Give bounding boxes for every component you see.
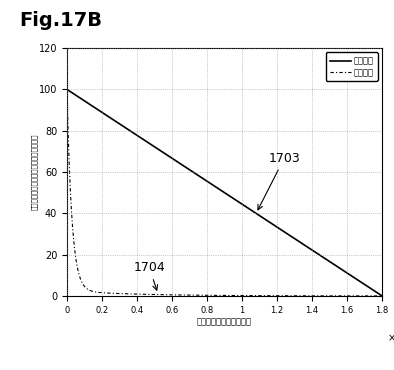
精度あり <box>313 250 318 254</box>
精度なし <box>380 294 385 298</box>
精度あり <box>380 294 385 298</box>
精度なし <box>370 294 375 298</box>
精度あり <box>81 98 85 102</box>
Text: 1703: 1703 <box>258 152 300 210</box>
精度あり <box>210 182 214 186</box>
精度なし <box>210 293 214 297</box>
精度あり <box>370 288 375 292</box>
Legend: 精度あり, 精度なし: 精度あり, 精度なし <box>325 52 378 81</box>
Text: Fig.17B: Fig.17B <box>20 11 103 30</box>
精度なし <box>218 293 223 297</box>
精度なし <box>65 88 69 92</box>
Y-axis label: コントラスト比率Ａ：１、Ａをプロット: コントラスト比率Ａ：１、Ａをプロット <box>31 134 37 210</box>
精度なし <box>371 294 375 298</box>
Line: 精度なし: 精度なし <box>67 90 382 296</box>
精度あり <box>218 188 223 192</box>
Line: 精度あり: 精度あり <box>67 90 382 296</box>
Text: × 10⁶: × 10⁶ <box>388 333 394 343</box>
精度なし <box>313 294 318 298</box>
精度あり <box>65 87 69 92</box>
Text: 1704: 1704 <box>134 261 165 290</box>
X-axis label: 立上り時間／立下り時間: 立上り時間／立下り時間 <box>197 317 252 326</box>
精度あり <box>371 288 375 292</box>
精度なし <box>81 282 85 287</box>
